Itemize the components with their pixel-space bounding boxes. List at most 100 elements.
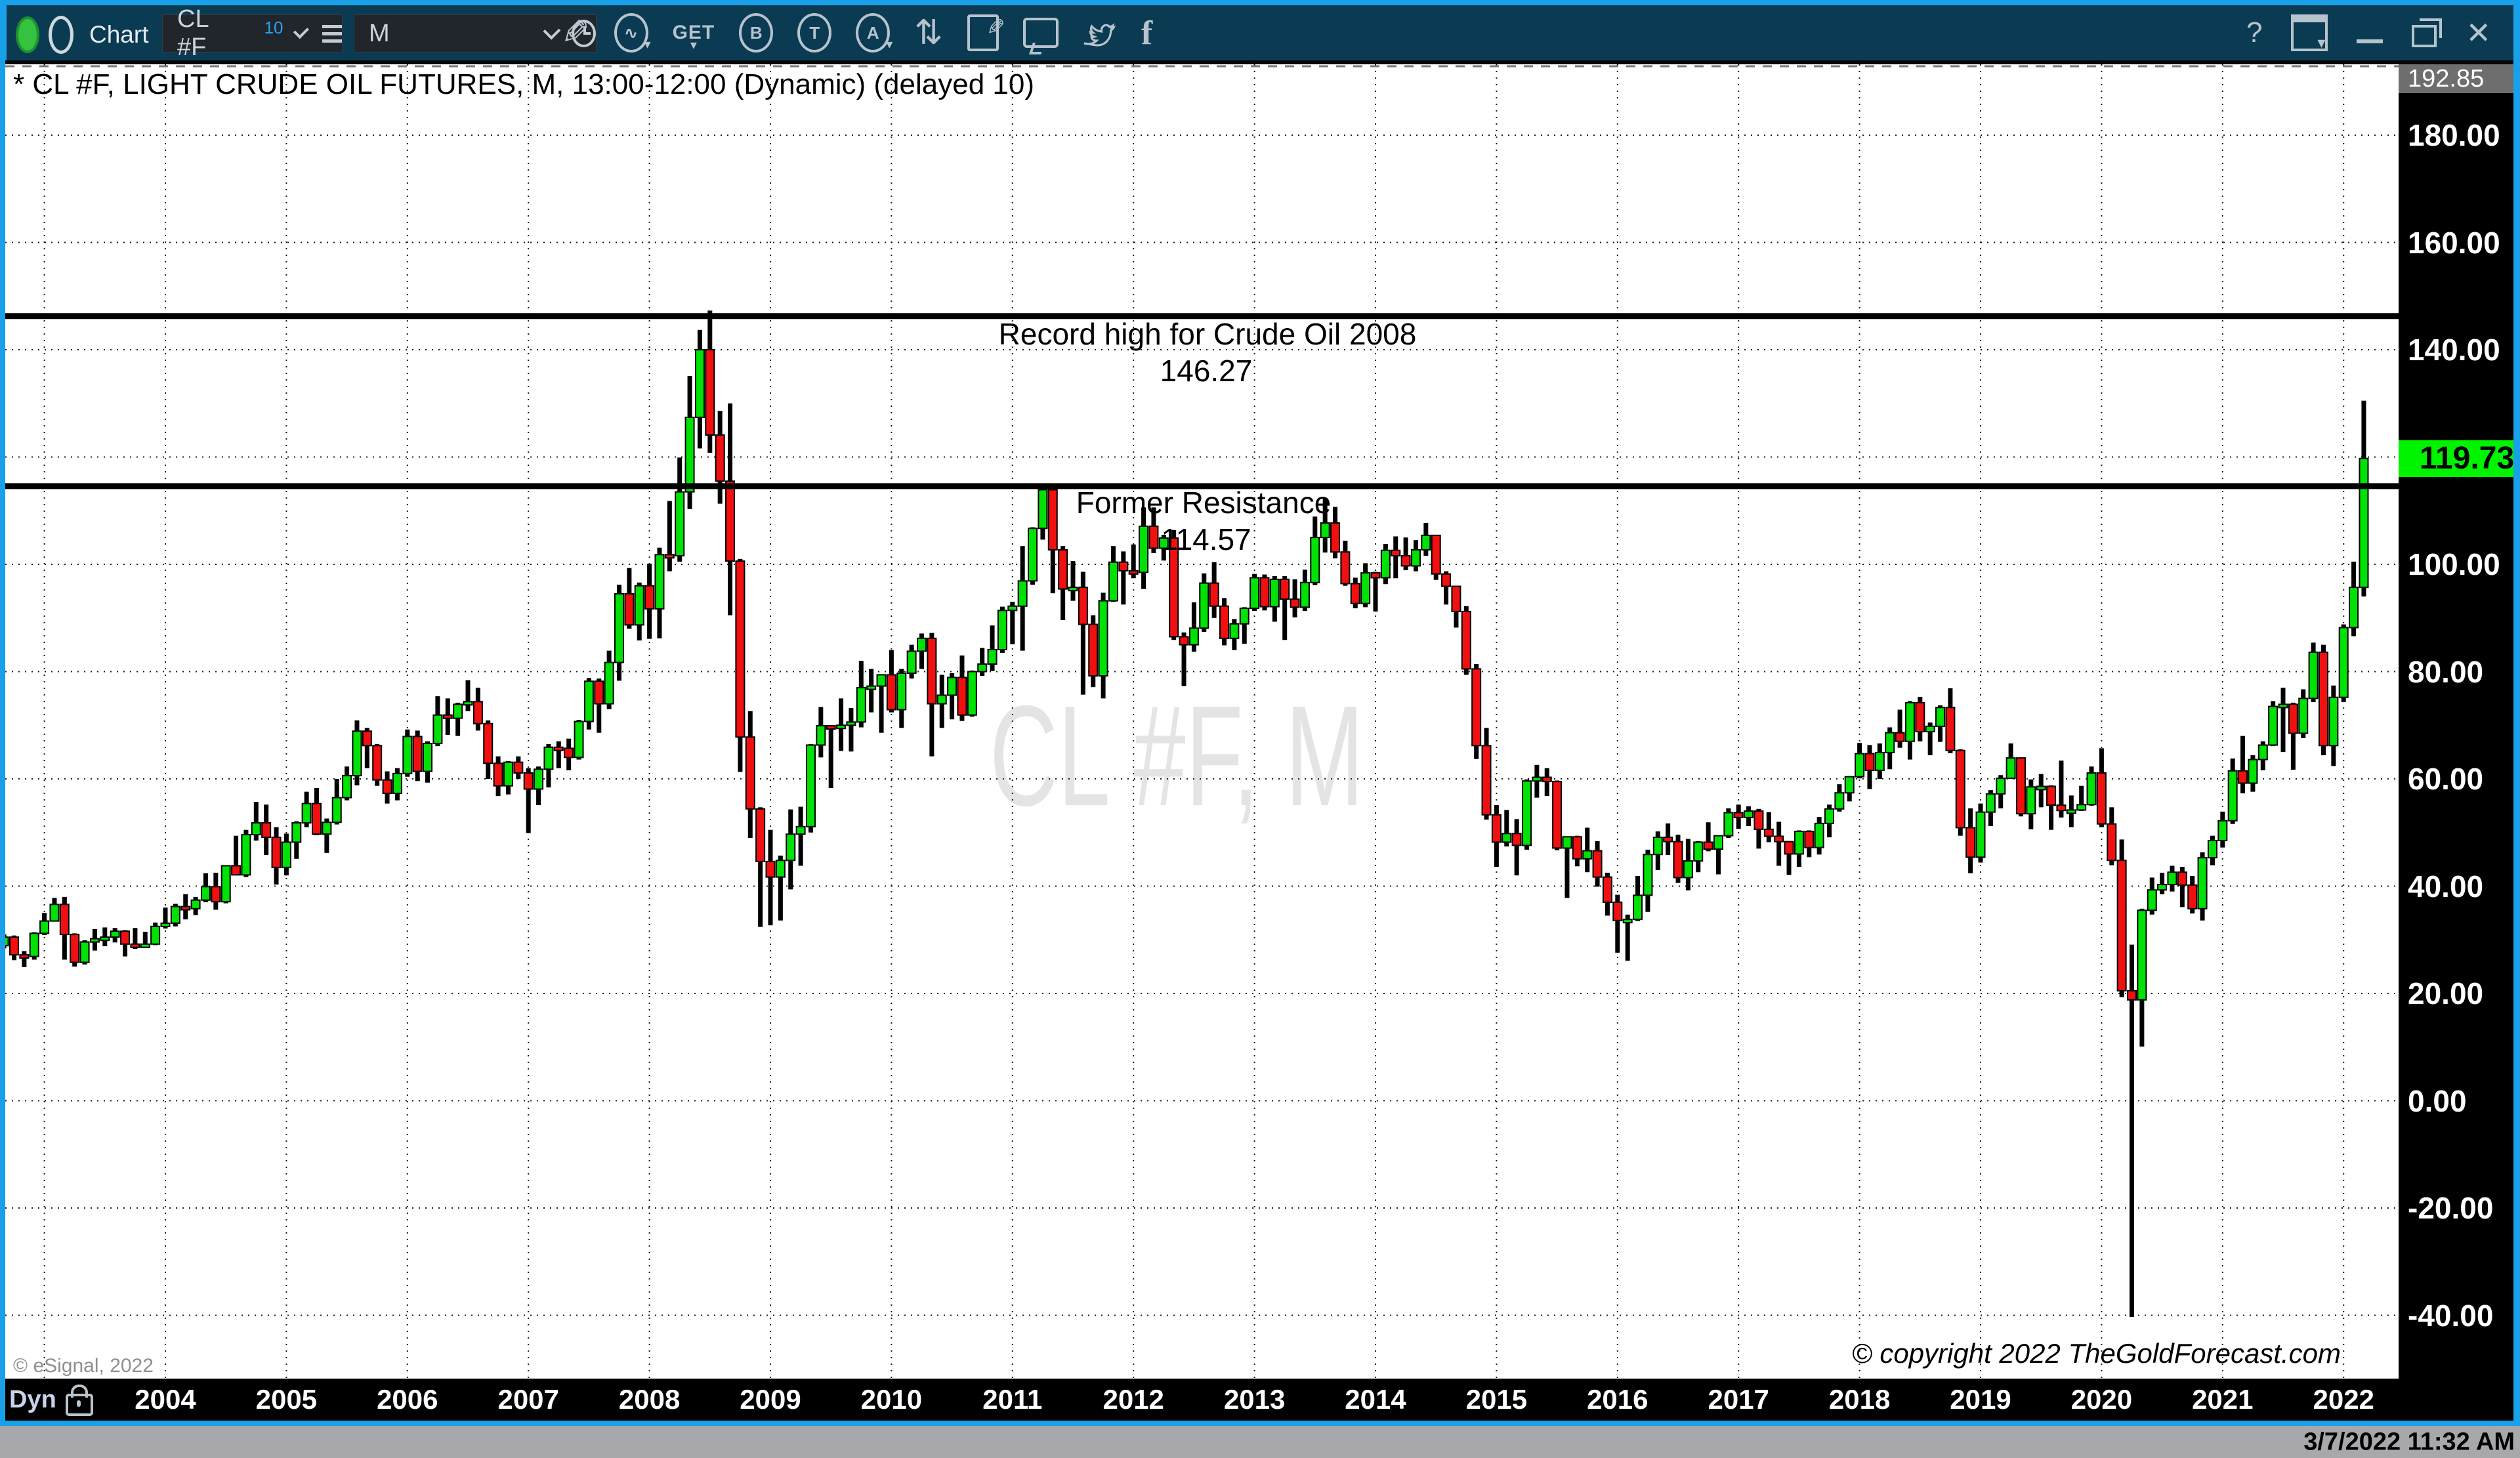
candle-2013-9 [1330,522,1341,553]
wick-2007-8 [597,678,602,733]
candle-2015-2 [1502,833,1512,843]
candle-2005-6 [331,797,342,823]
chart-canvas[interactable]: CL #F, M * CL #F, LIGHT CRUDE OIL FUTURE… [5,64,2399,1379]
restore-button[interactable] [2412,18,2443,47]
interval-select[interactable]: M [354,14,597,52]
symbol-dropdown-chevron-icon[interactable] [293,23,309,39]
candle-2019-7 [2036,785,2046,791]
draw-pencil-icon[interactable]: ✎ [561,14,590,52]
price-tick-60: 60.00 [2408,762,2484,796]
candle-2013-11 [1350,583,1360,604]
facebook-icon[interactable]: f [1141,14,1153,52]
candle-2019-1 [1975,811,1986,858]
candle-2009-8 [836,724,847,730]
get-data-button[interactable]: GET ▾ [672,22,715,52]
candle-2010-3 [906,650,917,674]
symbol-value[interactable]: CL #F [177,5,209,61]
wick-2009-4 [798,806,803,866]
text-tool-icon[interactable]: T [797,13,832,52]
candle-2012-3 [1148,525,1159,549]
candle-2014-6 [1421,534,1431,551]
candle-2018-7 [1915,701,1925,733]
candle-2007-3 [543,746,554,770]
wick-2011-12 [1121,551,1126,605]
wick-2009-7 [828,725,833,788]
unlocked-padlock-icon[interactable] [65,1385,93,1416]
candle-2004-1 [160,922,171,927]
wick-2011-1 [1010,602,1015,644]
price-axis[interactable]: 192.85 180.00 160.00 140.00 100.00 80.00 60.0… [2399,64,2513,1379]
candle-2007-11 [624,593,635,626]
status-timestamp: 3/7/2022 11:32 AM [2303,1428,2515,1455]
price-tick-100: 100.00 [2408,547,2500,581]
candle-2011-10 [1098,600,1108,677]
close-button[interactable]: ✕ [2466,16,2491,50]
candle-2014-2 [1380,549,1391,579]
candle-2009-1 [765,860,776,878]
candle-2020-8 [2167,871,2177,886]
candle-2014-12 [1481,745,1492,816]
candle-2003-5 [79,941,90,963]
candle-2007-7 [583,680,594,722]
candle-2011-6 [1058,549,1068,590]
candle-2002-10 [9,936,19,956]
candle-2021-9 [2298,698,2309,734]
candle-2005-8 [352,730,362,777]
candle-2006-10 [493,762,503,787]
alert-tool-icon[interactable]: A ▾ [856,13,892,52]
candle-2017-3 [1754,810,1764,830]
wick-2012-12 [1242,607,1247,644]
chat-bubble-icon[interactable] [1022,18,1059,48]
wick-2009-12 [879,677,884,733]
candlestick-svg [5,64,2399,1379]
candle-2021-7 [2278,703,2288,709]
time-template-clock-icon[interactable] [572,20,596,47]
candle-2013-7 [1310,537,1320,583]
candle-2002-9 [5,936,9,947]
candle-2012-12 [1239,608,1250,625]
candle-2007-9 [604,661,614,705]
candle-2012-2 [1139,525,1149,573]
dyn-mode[interactable]: Dyn [9,1383,93,1416]
year-tick-2006: 2006 [377,1384,438,1415]
note-edit-icon[interactable] [967,14,999,51]
interval-dropdown-chevron-icon[interactable] [543,22,560,40]
last-price-badge: 119.73 [2399,440,2513,477]
goldforecast-copyright: © copyright 2022 TheGoldForecast.com [1851,1338,2341,1369]
candle-2022-1 [2338,627,2349,698]
year-tick-2004: 2004 [135,1384,196,1415]
wick-2008-12 [758,807,763,927]
candle-2002-11 [19,954,30,959]
wick-2015-10 [1585,827,1590,873]
candle-2016-11 [1713,835,1723,850]
window-top-border [0,0,2520,5]
annotation-record-high-value: 146.27 [1160,354,1253,388]
twitter-icon[interactable] [1083,18,1117,47]
minimize-button[interactable] [2357,39,2384,43]
wick-2012-6 [1181,632,1186,686]
time-axis[interactable]: Dyn 2004 2005 2006 2007 2008 2009 2010 2011 2012… [5,1379,2513,1421]
candle-2006-11 [503,761,513,787]
transfer-arrows-icon[interactable]: ⇅ [914,14,943,52]
help-button[interactable]: ? [2246,16,2263,49]
candle-2007-6 [574,720,584,759]
candle-2016-1 [1612,902,1623,921]
symbol-menu-icon[interactable] [322,24,342,43]
symbol-input[interactable]: CL #F 10 [162,5,343,61]
wick-2009-11 [869,669,874,713]
layout-window-icon[interactable] [2291,14,2328,52]
candle-2008-6 [694,349,705,419]
candle-2014-1 [1370,572,1381,579]
interval-value[interactable]: M [369,19,390,47]
candle-2013-2 [1259,577,1270,608]
bar-type-b-icon[interactable]: B [739,13,774,52]
candle-2014-4 [1400,554,1411,567]
price-tick--20: -20.00 [2408,1191,2494,1225]
candle-2004-7 [220,865,231,903]
esignal-credit: © eSignal, 2022 [13,1355,154,1377]
candle-2012-5 [1169,537,1179,638]
candle-2010-9 [967,671,977,716]
line-study-icon[interactable]: ∿ ▾ [614,13,651,52]
candle-2004-4 [190,899,201,909]
candle-2014-7 [1431,534,1441,575]
